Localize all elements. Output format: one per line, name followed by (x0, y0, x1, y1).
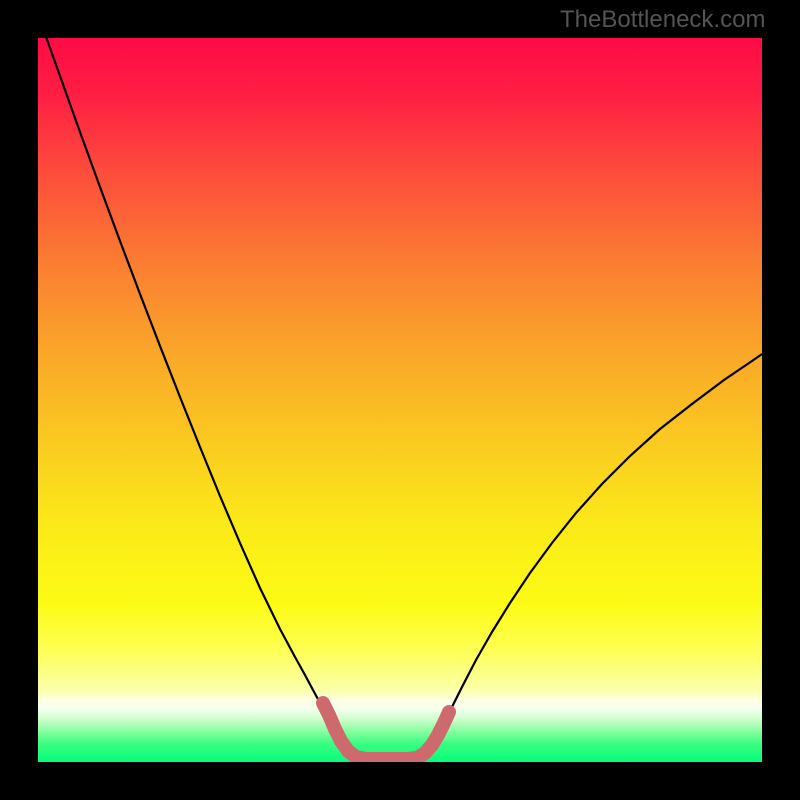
gradient-background (38, 38, 762, 762)
chart-svg (0, 0, 800, 800)
watermark-text: TheBottleneck.com (560, 6, 765, 34)
